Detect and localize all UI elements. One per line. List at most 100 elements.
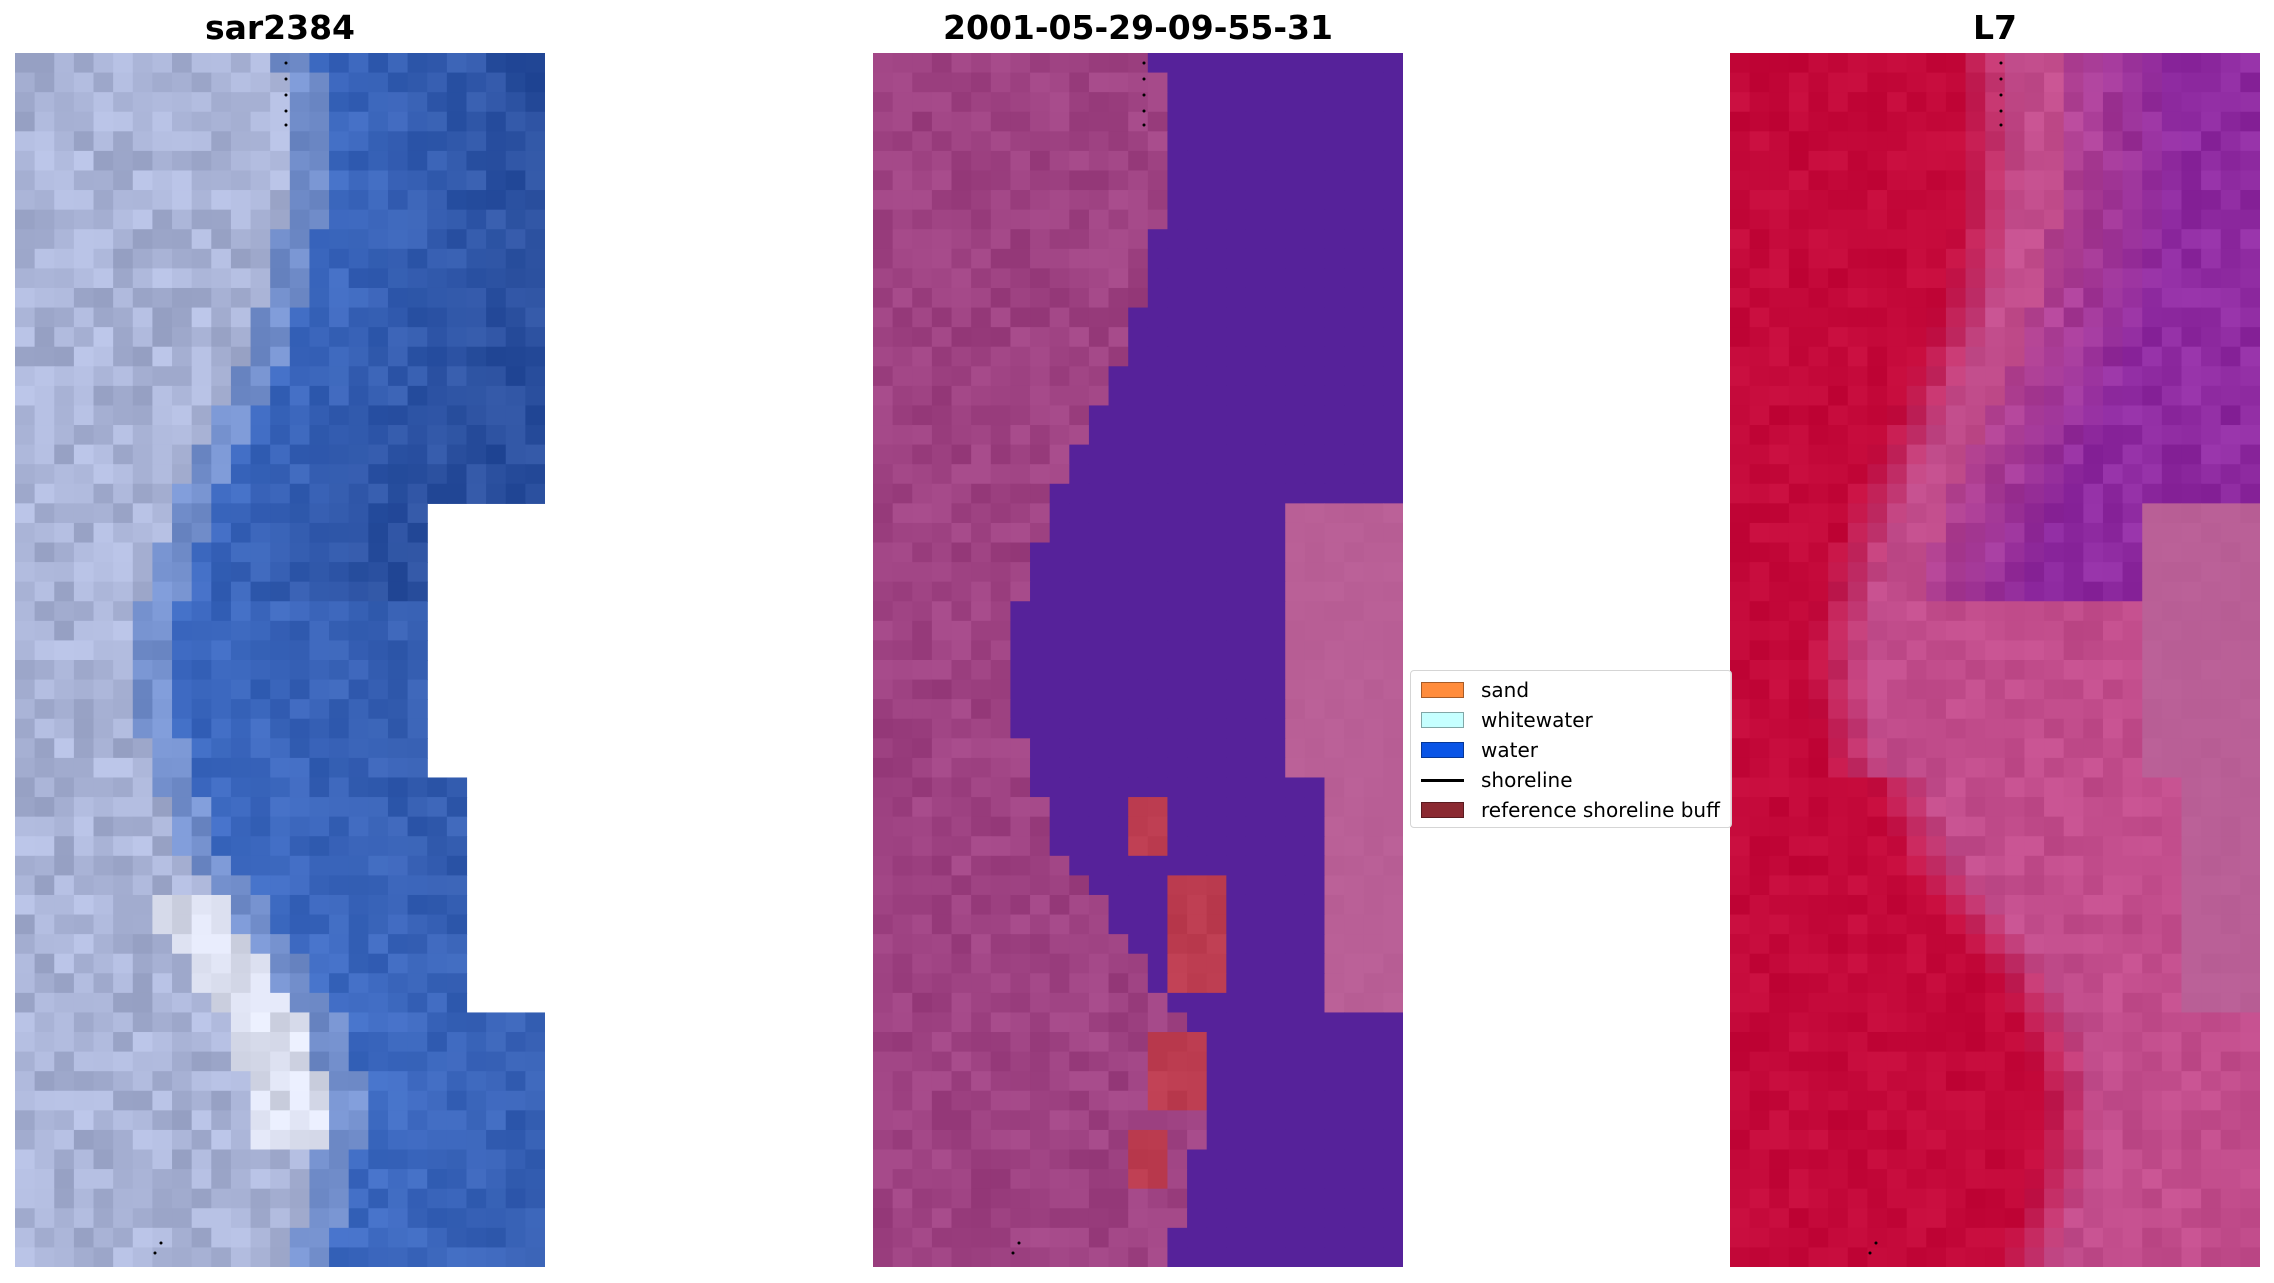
image-pixel — [1985, 1188, 2006, 1209]
image-pixel — [73, 679, 95, 700]
image-pixel — [289, 953, 311, 974]
image-pixel — [191, 1012, 212, 1033]
image-pixel — [2004, 1227, 2026, 1249]
image-pixel — [2102, 1129, 2124, 1151]
image-pixel — [230, 483, 252, 504]
image-pixel — [912, 836, 933, 857]
image-pixel — [309, 1051, 330, 1072]
image-pixel — [931, 131, 953, 152]
image-pixel — [912, 229, 933, 250]
image-pixel — [2142, 620, 2163, 642]
shoreline-point — [1142, 123, 1146, 127]
image-pixel — [2102, 992, 2124, 1014]
image-pixel — [2004, 797, 2026, 818]
image-pixel — [211, 875, 232, 896]
image-pixel — [54, 679, 75, 700]
image-pixel — [1383, 307, 1403, 328]
image-pixel — [191, 268, 212, 289]
image-pixel — [1265, 620, 1286, 642]
image-pixel — [1749, 1110, 1770, 1131]
image-pixel — [270, 131, 291, 152]
image-pixel — [1363, 131, 1384, 152]
image-pixel — [1926, 366, 1947, 387]
image-pixel — [34, 640, 55, 661]
image-pixel — [1887, 425, 1908, 446]
image-pixel — [971, 229, 992, 250]
image-pixel — [329, 346, 350, 367]
image-pixel — [1187, 1247, 1208, 1267]
image-pixel — [1363, 660, 1384, 681]
image-pixel — [1206, 150, 1227, 172]
image-pixel — [1088, 1090, 1110, 1111]
image-pixel — [466, 425, 487, 446]
image-pixel — [990, 660, 1012, 681]
image-pixel — [2161, 660, 2183, 681]
image-pixel — [2044, 816, 2065, 837]
image-pixel — [368, 268, 389, 289]
image-pixel — [1167, 875, 1188, 896]
image-pixel — [1128, 620, 1149, 642]
image-pixel — [1265, 72, 1286, 93]
image-pixel — [113, 914, 134, 935]
image-pixel — [1304, 738, 1326, 759]
image-pixel — [2044, 385, 2065, 407]
image-pixel — [132, 170, 154, 191]
image-pixel — [230, 405, 252, 426]
image-pixel — [250, 738, 271, 759]
image-pixel — [1285, 1188, 1306, 1209]
image-pixel — [1769, 1110, 1790, 1131]
image-pixel — [1788, 405, 1810, 426]
image-pixel — [990, 366, 1012, 387]
image-pixel — [1926, 757, 1947, 779]
image-pixel — [2102, 229, 2124, 250]
image-pixel — [309, 718, 330, 739]
image-pixel — [1108, 797, 1129, 818]
image-pixel — [1265, 425, 1286, 446]
image-pixel — [152, 660, 173, 681]
image-pixel — [191, 757, 212, 779]
image-pixel — [1265, 327, 1286, 348]
image-pixel — [289, 679, 311, 700]
image-pixel — [1985, 170, 2006, 191]
index-image-panel — [1730, 53, 2260, 1267]
image-pixel — [1828, 483, 1849, 504]
image-pixel — [368, 973, 389, 994]
image-pixel — [971, 836, 992, 857]
image-pixel — [1867, 170, 1888, 191]
image-pixel — [427, 1247, 448, 1267]
image-pixel — [2161, 327, 2183, 348]
image-pixel — [1206, 1071, 1227, 1092]
image-pixel — [270, 620, 291, 642]
image-pixel — [1887, 640, 1908, 661]
image-pixel — [931, 601, 953, 622]
image-pixel — [1147, 1227, 1169, 1249]
image-pixel — [2024, 973, 2045, 994]
image-pixel — [93, 855, 114, 876]
image-pixel — [113, 405, 134, 426]
image-pixel — [289, 287, 311, 309]
image-pixel — [912, 190, 933, 211]
image-pixel — [2161, 1051, 2183, 1072]
image-pixel — [407, 953, 428, 974]
image-pixel — [1828, 640, 1849, 661]
image-pixel — [1265, 914, 1286, 935]
image-pixel — [2161, 464, 2183, 485]
image-pixel — [34, 1188, 55, 1209]
image-pixel — [250, 170, 271, 191]
image-pixel — [1808, 170, 1829, 191]
image-pixel — [1245, 190, 1267, 211]
image-pixel — [1226, 875, 1247, 896]
image-pixel — [1985, 1169, 2006, 1190]
image-pixel — [1285, 170, 1306, 191]
image-pixel — [1730, 53, 1751, 74]
image-pixel — [1226, 229, 1247, 250]
image-pixel — [446, 92, 468, 113]
image-pixel — [211, 248, 232, 269]
image-pixel — [1128, 72, 1149, 93]
image-pixel — [211, 816, 232, 837]
image-pixel — [427, 1071, 448, 1092]
image-pixel — [211, 1032, 232, 1053]
image-pixel — [1363, 1032, 1384, 1053]
image-pixel — [1926, 797, 1947, 818]
image-pixel — [2181, 268, 2202, 289]
